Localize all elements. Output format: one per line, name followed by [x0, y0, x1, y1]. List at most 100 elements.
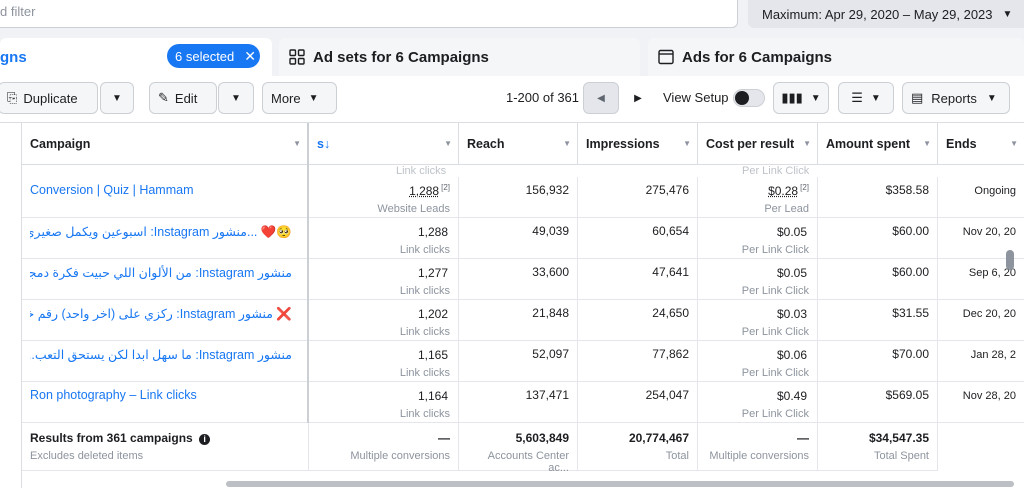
- tab-adsets[interactable]: Ad sets for 6 Campaigns: [279, 38, 640, 76]
- campaign-name-cell: منشور Instagram: ما سهل ابدا لكن يستحق ا…: [22, 341, 309, 382]
- summary-title-sub: Excludes deleted items: [30, 450, 300, 462]
- cost-subtitle: Per Link Click: [706, 244, 809, 256]
- pencil-icon: ✎: [158, 90, 169, 106]
- close-icon[interactable]: ✕: [244, 48, 256, 65]
- summary-cost: —: [797, 431, 809, 445]
- row-select-gutter: [0, 123, 22, 488]
- sort-caret-icon: ▼: [683, 139, 691, 148]
- ends-cell: Dec 20, 20: [938, 300, 1024, 341]
- tab-ads-label: Ads for 6 Campaigns: [682, 49, 832, 66]
- reports-label: Reports: [931, 91, 977, 106]
- tab-adsets-label: Ad sets for 6 Campaigns: [313, 49, 489, 66]
- ad-frame-icon: [658, 49, 674, 65]
- summary-results-sub: Multiple conversions: [317, 450, 450, 462]
- cost-value: $0.49: [777, 389, 807, 403]
- duplicate-button[interactable]: ⎘ Duplicate: [0, 82, 98, 114]
- previous-page-button[interactable]: ◀: [583, 82, 619, 114]
- impressions-cell: 254,047: [578, 382, 698, 423]
- column-header-cost-label: Cost per result: [706, 137, 794, 151]
- columns-button[interactable]: ▮▮▮ ▼: [773, 82, 829, 114]
- column-header-results[interactable]: s↓ ▼: [309, 123, 459, 165]
- results-footnote: [2]: [441, 183, 450, 192]
- campaign-name-link[interactable]: 🥺❤️ ...منشور Instagram: اسبوعين ويكمل صغ…: [30, 224, 292, 240]
- amount-cell: $70.00: [818, 341, 938, 382]
- pagination-range: 1-200 of 361: [506, 90, 579, 105]
- amount-value: $31.55: [892, 306, 929, 320]
- edit-dropdown-button[interactable]: ▼: [218, 82, 254, 114]
- cost-cell: $0.49 Per Link Click: [698, 382, 818, 423]
- summary-reach-sub: Accounts Center ac...: [467, 450, 569, 474]
- reach-cell: 156,932: [459, 177, 578, 218]
- duplicate-dropdown-button[interactable]: ▼: [100, 82, 134, 114]
- column-header-ends[interactable]: Ends ▼: [938, 123, 1024, 165]
- summary-cost-cell: — Multiple conversions: [698, 423, 818, 471]
- tab-campaigns-label: gns: [0, 49, 27, 66]
- info-icon[interactable]: i: [199, 434, 210, 445]
- campaign-name-link[interactable]: Ron photography – Link clicks: [30, 388, 300, 402]
- selected-count-label: 6 selected: [175, 49, 234, 64]
- campaign-name-link[interactable]: Conversion | Quiz | Hammam: [30, 183, 300, 197]
- amount-cell: $60.00: [818, 259, 938, 300]
- amount-cell: $31.55: [818, 300, 938, 341]
- tab-campaigns[interactable]: gns 6 selected ✕: [0, 38, 272, 76]
- column-header-reach[interactable]: Reach ▼: [459, 123, 578, 165]
- impressions-value: 24,650: [652, 306, 689, 320]
- date-range-picker[interactable]: Maximum: Apr 29, 2020 – May 29, 2023 ▼: [748, 0, 1024, 28]
- summary-reach: 5,603,849: [516, 431, 569, 445]
- column-header-amount[interactable]: Amount spent ▼: [818, 123, 938, 165]
- campaign-name-link[interactable]: منشور Instagram: ما سهل ابدا لكن يستحق ا…: [30, 347, 292, 362]
- cost-cell: $0.03 Per Link Click: [698, 300, 818, 341]
- column-header-campaign[interactable]: Campaign ▼: [22, 123, 308, 165]
- breakdown-button[interactable]: ☰ ▼: [838, 82, 894, 114]
- ends-value: Dec 20, 20: [963, 308, 1016, 320]
- results-subtitle: Link clicks: [317, 326, 450, 338]
- edit-button[interactable]: ✎ Edit: [149, 82, 217, 114]
- results-cell: 1,164 Link clicks: [309, 382, 459, 423]
- reach-value: 49,039: [532, 224, 569, 238]
- amount-cell: $60.00: [818, 218, 938, 259]
- summary-amount-cell: $34,547.35 Total Spent: [818, 423, 938, 471]
- reach-cell: 21,848: [459, 300, 578, 341]
- column-header-impressions[interactable]: Impressions ▼: [578, 123, 698, 165]
- chevron-down-icon: ▼: [112, 93, 122, 104]
- horizontal-scrollbar[interactable]: [226, 481, 1014, 487]
- ends-value: Ongoing: [974, 185, 1016, 197]
- filter-placeholder: d filter: [0, 4, 35, 19]
- more-button[interactable]: More ▼: [262, 82, 337, 114]
- summary-impressions-sub: Total: [586, 450, 689, 462]
- column-header-reach-label: Reach: [467, 137, 505, 151]
- results-value: 1,288: [409, 184, 439, 198]
- sort-caret-icon: ▼: [563, 139, 571, 148]
- amount-value: $569.05: [886, 388, 929, 402]
- impressions-cell: 275,476: [578, 177, 698, 218]
- campaign-name-link[interactable]: منشور Instagram: من الألوان اللي حبيت فك…: [30, 265, 292, 280]
- cost-cell: $0.28 [2] Per Lead: [698, 177, 818, 218]
- column-header-cost[interactable]: Cost per result ▼: [698, 123, 818, 165]
- results-cell: 1,202 Link clicks: [309, 300, 459, 341]
- reports-button[interactable]: ▤ Reports ▼: [902, 82, 1010, 114]
- results-subtitle: Link clicks: [317, 285, 450, 297]
- selected-count-pill[interactable]: 6 selected ✕: [167, 44, 260, 68]
- cost-value: $0.05: [777, 225, 807, 239]
- breakdown-icon: ☰: [851, 90, 863, 106]
- reach-cell: 49,039: [459, 218, 578, 259]
- campaign-name-cell: 🥺❤️ ...منشور Instagram: اسبوعين ويكمل صغ…: [22, 218, 309, 259]
- view-setup-toggle[interactable]: [733, 89, 765, 107]
- vertical-scrollbar[interactable]: [1006, 250, 1014, 270]
- reach-cell: 52,097: [459, 341, 578, 382]
- impressions-value: 60,654: [652, 224, 689, 238]
- tab-ads[interactable]: Ads for 6 Campaigns: [648, 38, 1024, 76]
- columns-icon: ▮▮▮: [781, 90, 802, 106]
- filter-search-box[interactable]: d filter: [0, 0, 738, 28]
- more-label: More: [271, 91, 301, 106]
- impressions-cell: 24,650: [578, 300, 698, 341]
- cost-footnote: [2]: [800, 183, 809, 192]
- summary-title-cell: Results from 361 campaigns i Excludes de…: [22, 423, 309, 471]
- campaign-name-link[interactable]: ❌ منشور Instagram: ركزي على (اخر واحد) ر…: [30, 306, 292, 322]
- cost-subtitle: Per Link Click: [706, 408, 809, 420]
- cost-subtitle: Per Lead: [706, 203, 809, 215]
- next-page-button[interactable]: ▶: [620, 82, 656, 114]
- column-header-campaign-label: Campaign: [30, 137, 90, 151]
- chevron-down-icon: ▼: [309, 93, 319, 104]
- reach-value: 33,600: [532, 265, 569, 279]
